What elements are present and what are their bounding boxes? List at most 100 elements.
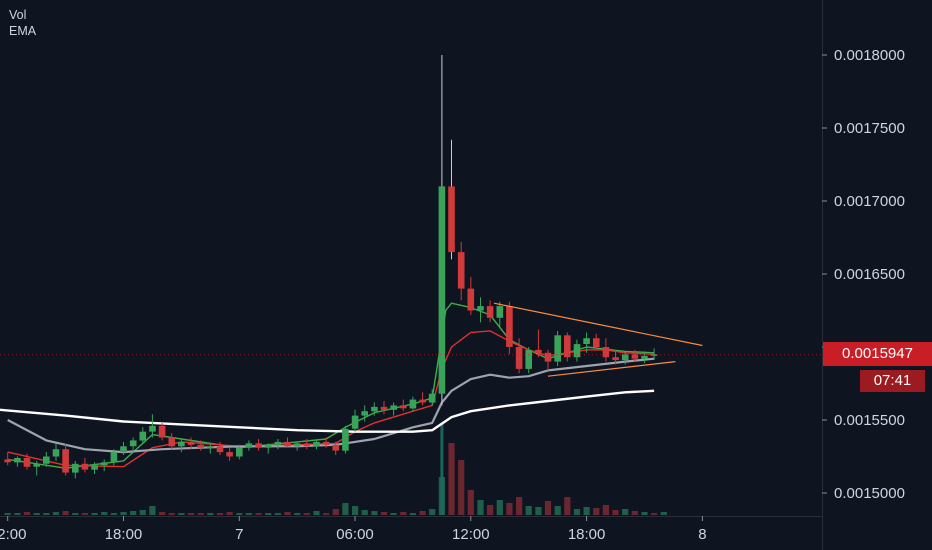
candle bbox=[33, 460, 40, 476]
candle-body bbox=[33, 463, 40, 467]
candle-body bbox=[457, 252, 465, 289]
volume-bar bbox=[303, 513, 310, 515]
candle bbox=[129, 437, 137, 453]
volume-bar bbox=[390, 513, 397, 515]
volume-bar bbox=[400, 512, 407, 515]
candle-body bbox=[14, 458, 21, 463]
candle-body bbox=[226, 452, 233, 457]
candle-body bbox=[332, 444, 340, 451]
candle-body bbox=[293, 443, 301, 447]
volume-bar bbox=[168, 513, 175, 515]
legend-item-vol[interactable]: Vol bbox=[9, 8, 27, 22]
volume-bar bbox=[419, 511, 426, 515]
candle bbox=[593, 333, 600, 350]
volume-bar bbox=[274, 513, 281, 515]
candle bbox=[149, 414, 156, 438]
candle-body bbox=[313, 441, 320, 447]
legend-item-ema[interactable]: EMA bbox=[9, 24, 37, 38]
candle bbox=[641, 351, 648, 364]
candle bbox=[274, 439, 282, 450]
candle-body bbox=[52, 449, 60, 457]
volume-bar bbox=[159, 512, 166, 515]
candle bbox=[245, 440, 253, 451]
time-tick-label: 18:00 bbox=[568, 526, 606, 543]
volume-bar bbox=[651, 513, 658, 515]
candle bbox=[400, 399, 407, 412]
time-tick-label: 06:00 bbox=[336, 526, 374, 543]
candle bbox=[255, 439, 262, 451]
volume-bar bbox=[187, 513, 195, 515]
volume-bar bbox=[43, 513, 50, 515]
candle bbox=[100, 459, 108, 472]
candle bbox=[178, 439, 185, 453]
trendline-lower bbox=[547, 361, 676, 377]
candle-body bbox=[535, 349, 542, 353]
price-axis[interactable]: 0.00150000.00155000.00160000.00165000.00… bbox=[822, 47, 905, 502]
time-axis[interactable]: 12:00 18:00 7 06:00 12:00 18:00 8 bbox=[0, 516, 707, 543]
candle bbox=[293, 441, 301, 451]
volume-bar bbox=[52, 512, 60, 515]
volume-bar bbox=[477, 500, 484, 515]
candle-body bbox=[139, 431, 147, 441]
volume-bar bbox=[245, 513, 252, 515]
volume-bar bbox=[120, 512, 127, 515]
candle-body bbox=[149, 425, 156, 432]
volume-bar bbox=[4, 513, 11, 515]
volume-bar bbox=[216, 513, 224, 515]
candle bbox=[506, 301, 513, 355]
candle-body bbox=[371, 406, 378, 412]
last-price-label: 0.0015947 bbox=[823, 342, 932, 366]
candle-body bbox=[255, 443, 262, 448]
candle-body bbox=[236, 447, 243, 457]
candle-body bbox=[593, 338, 600, 347]
candle bbox=[264, 443, 272, 454]
volume-bar bbox=[622, 509, 629, 515]
candle bbox=[91, 462, 98, 474]
candle bbox=[14, 456, 21, 467]
volume-bar bbox=[62, 511, 69, 515]
volume-bar bbox=[265, 513, 272, 515]
candle-body bbox=[419, 399, 426, 403]
candle-body bbox=[486, 306, 494, 318]
candle bbox=[236, 444, 243, 460]
volume-bar bbox=[207, 513, 214, 515]
volume-bar bbox=[361, 510, 368, 515]
candle-body bbox=[467, 288, 475, 311]
candle bbox=[525, 347, 532, 374]
bar-countdown-label: 07:41 bbox=[860, 370, 925, 392]
price-tick-label: 0.0015500 bbox=[834, 412, 905, 429]
candle bbox=[602, 338, 610, 362]
volume-bars bbox=[4, 422, 667, 515]
volume-bar bbox=[593, 508, 600, 515]
candle bbox=[284, 437, 291, 448]
time-tick-label: 18:00 bbox=[105, 526, 143, 543]
candle bbox=[544, 349, 552, 371]
volume-bar bbox=[236, 513, 243, 515]
candle bbox=[477, 297, 484, 323]
volume-bar bbox=[342, 503, 349, 515]
candle bbox=[371, 402, 378, 416]
volume-bar bbox=[554, 506, 561, 515]
volume-bar bbox=[467, 490, 474, 515]
volume-bar bbox=[72, 513, 79, 515]
price-tick-label: 0.0015000 bbox=[834, 485, 905, 502]
volume-bar bbox=[506, 503, 513, 515]
volume-bar bbox=[573, 509, 581, 515]
candle bbox=[467, 276, 475, 315]
time-tick-label: 7 bbox=[235, 526, 243, 543]
volume-bar bbox=[101, 512, 108, 515]
candles bbox=[4, 55, 658, 479]
volume-bar bbox=[660, 512, 667, 515]
candle-body bbox=[506, 306, 513, 347]
candle bbox=[226, 447, 233, 461]
candle bbox=[342, 425, 349, 454]
candle bbox=[303, 439, 311, 450]
candle bbox=[216, 441, 224, 455]
candle bbox=[158, 422, 166, 441]
volume-bar bbox=[91, 513, 98, 515]
candle bbox=[207, 443, 214, 454]
candle-body bbox=[158, 425, 166, 438]
candle-body bbox=[303, 443, 311, 447]
